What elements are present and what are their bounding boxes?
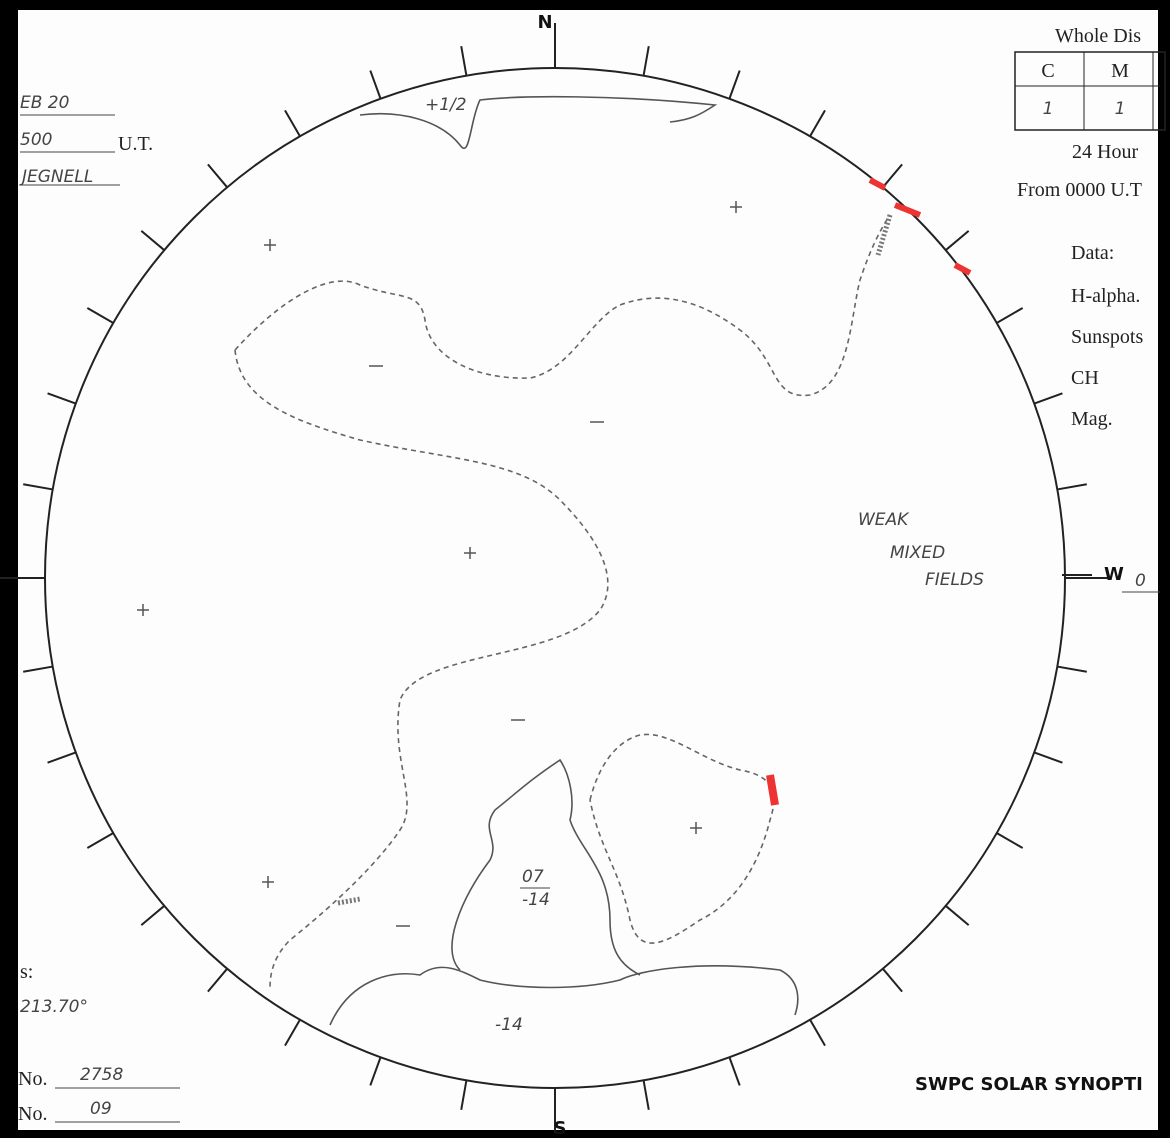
limb-ticks	[0, 23, 1110, 1133]
limb-tick	[47, 751, 77, 764]
time: 500	[20, 130, 52, 150]
limb-tick	[284, 109, 301, 137]
limb-tick	[86, 832, 114, 849]
annotation: -14	[522, 890, 550, 910]
scan-edge	[0, 0, 18, 1138]
field: H-alpha.	[1071, 285, 1140, 307]
data-label: Data:	[1071, 242, 1114, 264]
limb-tick	[996, 307, 1024, 324]
coronal-hole	[329, 965, 799, 1026]
observer: JEGNELL	[19, 167, 93, 187]
neutral-line	[234, 349, 609, 991]
plage	[868, 177, 972, 276]
label: No.	[18, 1068, 47, 1090]
limb-tick	[284, 1019, 301, 1047]
limb-tick	[728, 1056, 741, 1086]
annotation: -14	[495, 1015, 523, 1035]
limb-tick	[369, 1056, 382, 1086]
limb-tick	[207, 163, 228, 188]
coronal-hole	[451, 758, 641, 976]
limb-tick	[86, 307, 114, 324]
panel-title: Whole Dis	[1055, 25, 1141, 47]
time-unit: U.T.	[118, 133, 153, 155]
limb-tick	[1057, 483, 1087, 491]
limb-tick	[728, 70, 741, 100]
table-header: M	[1111, 60, 1129, 82]
period-from: From 0000 U.T	[1017, 179, 1142, 201]
footer: SWPC SOLAR SYNOPTI	[915, 1074, 1143, 1095]
limb-tick	[882, 968, 903, 993]
limb-tick	[207, 968, 228, 993]
limb-tick	[945, 905, 970, 926]
west-value: 0	[1135, 571, 1146, 591]
limb-tick	[809, 1019, 826, 1047]
limb-tick	[642, 46, 650, 76]
neutral-line	[589, 733, 775, 944]
annotation: FIELDS	[925, 570, 984, 590]
limb-tick	[460, 46, 468, 76]
coronal-hole	[359, 95, 718, 149]
angle: 213.70°	[20, 997, 88, 1017]
limb-tick	[140, 230, 165, 251]
scan-edge	[0, 1130, 1170, 1138]
limb-tick	[642, 1080, 650, 1110]
annotation: +1/2	[425, 95, 467, 115]
limb-tick	[369, 70, 382, 100]
table-cell: 1	[1115, 99, 1126, 119]
scan-edge	[0, 0, 1170, 10]
table	[1014, 51, 1166, 131]
label: No.	[18, 1103, 47, 1125]
polarity-marks	[137, 201, 742, 927]
field: CH	[1071, 367, 1099, 389]
field: Mag.	[1071, 408, 1113, 430]
limb-tick	[1033, 392, 1063, 405]
annotation: MIXED	[890, 543, 945, 563]
filament	[875, 214, 893, 256]
limb-tick	[23, 483, 53, 491]
period: 24 Hour	[1072, 141, 1138, 163]
annotation: WEAK	[858, 510, 910, 530]
limb-tick	[47, 392, 77, 405]
limb-tick	[1033, 751, 1063, 764]
limb-tick	[945, 230, 970, 251]
solar-disk	[44, 67, 1066, 1089]
north-label: N	[537, 12, 552, 33]
west-label: W	[1104, 564, 1124, 585]
table-cell: 1	[1043, 99, 1054, 119]
annotation: 07	[522, 867, 544, 887]
value: 09	[90, 1099, 112, 1119]
limb-tick	[996, 832, 1024, 849]
limb-tick	[882, 163, 903, 188]
neutral-line	[234, 214, 891, 397]
table-header: C	[1041, 60, 1054, 82]
date: EB 20	[20, 93, 69, 113]
limb-tick	[809, 109, 826, 137]
field: Sunspots	[1071, 326, 1143, 348]
limb-tick	[1057, 665, 1087, 673]
south-label: S	[554, 1118, 567, 1138]
limb-tick	[23, 665, 53, 673]
value: 2758	[80, 1065, 123, 1085]
plage	[766, 774, 779, 806]
limb-tick	[460, 1080, 468, 1110]
scan-edge	[1158, 0, 1170, 1138]
label: s:	[20, 961, 33, 983]
limb-tick	[140, 905, 165, 926]
